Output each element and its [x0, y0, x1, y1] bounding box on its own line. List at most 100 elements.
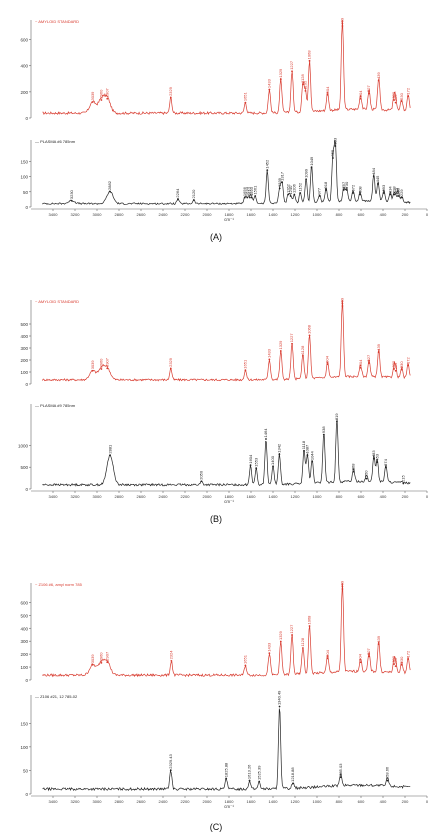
peak-label: 1206 [292, 183, 297, 193]
peak-marker [200, 480, 203, 483]
peak-marker [326, 363, 329, 366]
peak-label: 2324 [169, 650, 174, 660]
spectrum-2-0: 0 100 200 300 400 500 600 ~ Z106 #6, amyl norm … [20, 580, 411, 683]
y-tick-label: 150 [20, 159, 28, 164]
peak-marker [106, 661, 109, 664]
spectrum-1-0: 0 100 200 300 400 500 ~ AMYLOID STANDARD 3039 29… [20, 297, 411, 387]
panel-caption: (B) [210, 514, 222, 524]
peak-label: 1452 [264, 159, 269, 169]
peak-marker [393, 99, 395, 101]
x-tick-label: 2200 [181, 212, 191, 217]
y-tick-label: 200 [20, 358, 28, 363]
peak-marker [394, 369, 397, 372]
spectrum-0-0: 0 200 400 600 ~ AMYLOID STANDARD 3039 2960 2907… [20, 17, 411, 121]
peak-marker [359, 193, 362, 196]
x-tick-label: 600 [358, 494, 365, 499]
peak-marker [368, 655, 370, 658]
peak-label: 2329.43 [168, 753, 173, 768]
series-title: — Z106 #21, 12 785-02 [35, 694, 78, 699]
peak-label: 527 [366, 85, 371, 92]
y-tick-label: 0 [25, 116, 28, 121]
peak-label: 484 [371, 167, 376, 174]
x-tick-label: 1000 [313, 799, 323, 804]
y-tick-label: 100 [20, 745, 28, 750]
peak-marker [377, 79, 380, 82]
peak-marker [91, 101, 94, 103]
peak-label: 1651 [243, 359, 248, 369]
peak-label: 785.03 [338, 763, 343, 776]
peak-marker [400, 196, 403, 199]
series-title: ~ AMYLOID STANDARD [35, 19, 79, 24]
peak-label: 2960 [99, 652, 104, 662]
peak-label: 483 [371, 450, 376, 457]
peak-label: 172 [405, 356, 410, 363]
peak-label: 1128 [300, 73, 305, 82]
peak-label: 229 [399, 189, 404, 196]
x-tick-label: 1200 [291, 212, 301, 217]
peak-label: 2329 [168, 357, 173, 367]
peak-marker [289, 195, 292, 197]
peak-marker [268, 652, 271, 655]
x-tick-label: 1200 [291, 494, 301, 499]
peak-label: 374 [383, 458, 388, 465]
x-tick-label: 1600 [247, 212, 257, 217]
peak-marker [377, 643, 380, 646]
series-title: — PLASMA #9 785nm [35, 403, 76, 408]
y-tick-label: 0 [25, 382, 28, 387]
x-axis-label: cm⁻¹ [224, 217, 234, 222]
peak-label: 604 [358, 359, 363, 366]
x-tick-label: 1400 [269, 212, 279, 217]
peak-label: 938 [321, 426, 326, 433]
peak-label: 604 [358, 90, 363, 97]
peak-marker [170, 660, 173, 662]
y-tick-label: 0 [25, 205, 28, 210]
peak-marker [308, 59, 311, 62]
peak-marker [100, 661, 103, 664]
peak-label: 1227 [289, 60, 294, 70]
peak-marker [407, 364, 409, 367]
x-tick-label: 400 [380, 799, 387, 804]
peak-label: 230 [399, 92, 404, 99]
peak-marker [386, 779, 389, 782]
y-tick-label: 600 [20, 38, 28, 43]
peak-marker [192, 199, 195, 201]
peak-label: 527 [366, 354, 371, 361]
peak-marker [308, 334, 311, 337]
peak-label: 769 [340, 297, 345, 304]
peak-marker [244, 369, 247, 372]
peak-label: 918 [323, 181, 328, 188]
peak-marker [377, 351, 380, 354]
y-tick-label: 0 [25, 678, 28, 683]
x-tick-label: 800 [336, 494, 343, 499]
peak-marker [91, 663, 94, 666]
y-tick-label: 100 [20, 370, 28, 375]
series-title: — PLASMA #6 785nm [35, 139, 76, 144]
y-tick-label: 500 [20, 322, 28, 327]
peak-label: 285 [393, 362, 398, 369]
spectrum-line [42, 140, 411, 205]
peak-label: 1227 [289, 333, 294, 343]
peak-marker [279, 640, 282, 643]
x-tick-label: 400 [380, 212, 387, 217]
peak-label: 608 [357, 186, 362, 193]
peak-label: 1342 [277, 443, 282, 453]
y-tick-label: 300 [20, 346, 28, 351]
peak-marker [265, 438, 267, 440]
x-tick-label: 2000 [203, 799, 213, 804]
peak-label: 2960 [99, 89, 104, 99]
x-tick-label: 400 [380, 494, 387, 499]
peak-label: 855 [330, 149, 335, 156]
peak-label: 393 [381, 184, 386, 191]
x-tick-label: 3400 [49, 799, 59, 804]
peak-marker [169, 96, 172, 99]
peak-marker [303, 449, 305, 452]
peak-label: 1613.26 [247, 764, 252, 779]
peak-marker [250, 196, 253, 199]
spectrum-2-1: 0 50 100 150 — Z106 #21, 12 785-02 2329.43 182… [20, 690, 428, 809]
peak-marker [308, 625, 311, 627]
x-tick-label: 1800 [225, 494, 235, 499]
x-tick-label: 2800 [115, 799, 125, 804]
y-tick-label: 100 [20, 665, 28, 670]
peak-label: 1049 [309, 156, 314, 166]
y-tick-label: 300 [20, 639, 28, 644]
